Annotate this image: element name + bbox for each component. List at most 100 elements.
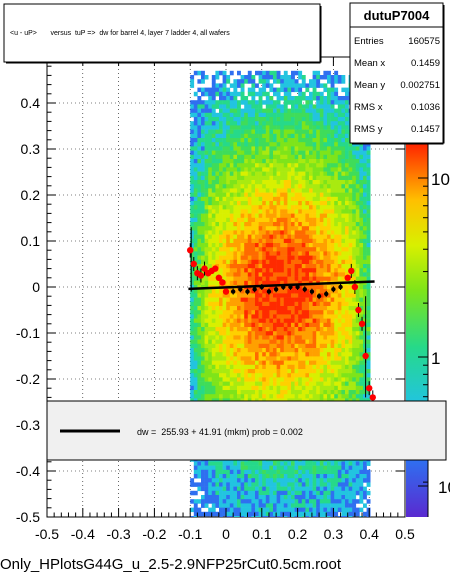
heatmap-cell	[276, 150, 281, 156]
heatmap-cell	[255, 364, 259, 370]
heatmap-cell	[341, 247, 346, 252]
heatmap-cell	[211, 196, 216, 202]
heatmap-cell	[201, 486, 205, 492]
heatmap-cell	[190, 268, 195, 273]
heatmap-cell	[197, 289, 202, 294]
heatmap-cell	[255, 377, 259, 382]
heatmap-cell	[305, 222, 310, 227]
heatmap-cell	[211, 96, 216, 101]
heatmap-cell	[201, 112, 205, 118]
heatmap-cell	[240, 314, 245, 319]
heatmap-cell	[204, 318, 209, 324]
heatmap-cell	[255, 146, 259, 151]
heatmap-cell	[240, 196, 245, 202]
heatmap-cell	[280, 306, 285, 311]
heatmap-cell	[283, 327, 288, 332]
heatmap-cell	[273, 138, 277, 143]
heatmap-cell	[197, 108, 202, 114]
heatmap-cell	[276, 482, 281, 487]
heatmap-cell	[330, 188, 335, 193]
heatmap-cell	[222, 159, 227, 164]
heatmap-cell	[355, 171, 360, 177]
heatmap-cell	[273, 159, 277, 164]
heatmap-cell	[219, 205, 223, 210]
heatmap-cell	[283, 159, 288, 164]
heatmap-cell	[244, 247, 249, 252]
heatmap-cell	[222, 205, 227, 210]
heatmap-cell	[273, 285, 277, 290]
heatmap-cell	[240, 289, 245, 294]
heatmap-cell	[251, 377, 256, 382]
heatmap-cell	[197, 343, 202, 349]
heatmap-cell	[265, 129, 270, 135]
heatmap-cell	[341, 243, 346, 248]
heatmap-cell	[269, 133, 274, 139]
heatmap-cell	[255, 474, 259, 479]
heatmap-cell	[222, 373, 227, 378]
heatmap-cell	[251, 482, 256, 487]
heatmap-cell	[265, 70, 270, 76]
heatmap-cell	[226, 348, 231, 353]
heatmap-cell	[276, 213, 281, 219]
heatmap-cell	[211, 192, 216, 198]
heatmap-cell	[226, 390, 231, 395]
heatmap-cell	[366, 167, 371, 172]
heatmap-cell	[258, 100, 263, 105]
heatmap-cell	[352, 474, 357, 479]
heatmap-cell	[255, 138, 259, 143]
heatmap-cell	[305, 297, 310, 303]
heatmap-cell	[219, 364, 223, 370]
heatmap-cell	[345, 180, 349, 185]
heatmap-cell	[276, 394, 281, 399]
heatmap-cell	[345, 356, 349, 361]
heatmap-cell	[211, 306, 216, 311]
heatmap-cell	[237, 461, 241, 466]
heatmap-cell	[226, 369, 231, 374]
heatmap-cell	[283, 167, 288, 172]
heatmap-cell	[294, 96, 299, 101]
heatmap-cell	[345, 234, 349, 240]
heatmap-cell	[244, 369, 249, 374]
heatmap-cell	[226, 184, 231, 189]
heatmap-cell	[265, 251, 270, 256]
heatmap-cell	[244, 217, 249, 223]
heatmap-cell	[323, 490, 328, 496]
heatmap-cell	[193, 314, 198, 319]
heatmap-cell	[244, 117, 249, 122]
heatmap-cell	[366, 314, 371, 319]
heatmap-cell	[204, 339, 209, 345]
heatmap-cell	[327, 251, 331, 256]
heatmap-cell	[226, 352, 231, 357]
heatmap-cell	[327, 310, 331, 315]
heatmap-cell	[280, 104, 285, 109]
heatmap-cell	[226, 306, 231, 311]
heatmap-cell	[265, 230, 270, 235]
heatmap-cell	[312, 150, 317, 156]
heatmap-cell	[190, 159, 195, 164]
heatmap-cell	[244, 348, 249, 353]
heatmap-cell	[337, 385, 342, 391]
heatmap-cell	[251, 280, 256, 286]
heatmap-cell	[291, 146, 295, 151]
heatmap-cell	[287, 138, 292, 143]
heatmap-cell	[345, 482, 349, 487]
heatmap-cell	[327, 369, 331, 374]
heatmap-cell	[348, 243, 353, 248]
heatmap-cell	[276, 159, 281, 164]
heatmap-cell	[294, 125, 299, 130]
heatmap-cell	[345, 373, 349, 378]
heatmap-cell	[305, 259, 310, 265]
heatmap-cell	[240, 482, 245, 487]
heatmap-cell	[294, 490, 299, 496]
heatmap-cell	[327, 163, 331, 168]
heatmap-cell	[258, 259, 263, 265]
heatmap-cell	[204, 222, 209, 227]
heatmap-cell	[345, 364, 349, 370]
heatmap-cell	[255, 264, 259, 269]
heatmap-cell	[283, 70, 288, 76]
heatmap-cell	[276, 369, 281, 374]
heatmap-cell	[327, 335, 331, 340]
heatmap-cell	[276, 138, 281, 143]
heatmap-cell	[229, 314, 234, 319]
heatmap-cell	[323, 352, 328, 357]
